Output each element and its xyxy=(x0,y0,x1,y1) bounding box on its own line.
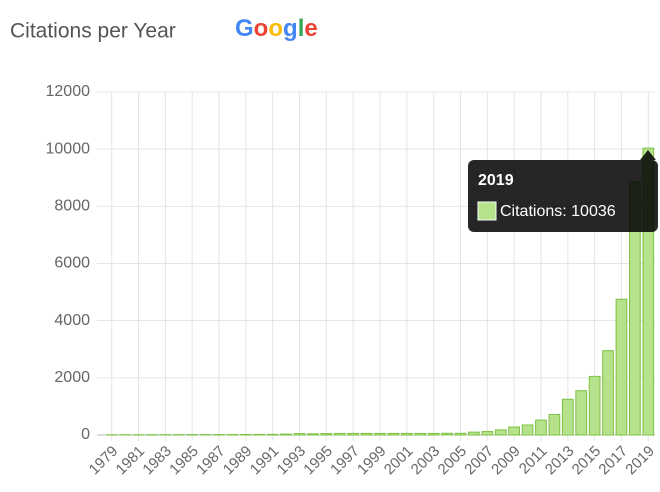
bar xyxy=(535,419,547,436)
bar xyxy=(307,433,319,436)
bar xyxy=(414,432,427,436)
x-tick-label: 2007 xyxy=(461,443,497,479)
x-tick-label: 1999 xyxy=(354,443,390,479)
chart-title: Citations per Year xyxy=(10,20,176,43)
bar xyxy=(602,350,614,436)
x-tick-label: 1985 xyxy=(166,443,202,479)
bar xyxy=(293,433,306,436)
y-tick-label: 6000 xyxy=(54,255,90,272)
x-tick-label: 1981 xyxy=(113,443,149,479)
x-tick-label: 2005 xyxy=(435,443,471,479)
bar xyxy=(561,398,574,436)
bar xyxy=(468,431,480,436)
bar xyxy=(642,147,655,436)
bar xyxy=(521,424,534,436)
tooltip-box xyxy=(468,160,658,232)
bar xyxy=(454,432,467,436)
x-tick-label: 1979 xyxy=(86,443,122,479)
x-tick-label: 2003 xyxy=(408,443,444,479)
x-tick-label: 1991 xyxy=(247,443,283,479)
bar xyxy=(615,298,628,436)
bar xyxy=(333,432,346,436)
bar xyxy=(548,413,561,436)
y-tick-label: 0 xyxy=(81,426,90,443)
x-tick-label: 2015 xyxy=(569,443,605,479)
bar xyxy=(239,433,252,436)
x-tick-label: 2019 xyxy=(622,443,658,479)
x-tick-label: 1983 xyxy=(139,443,175,479)
y-tick-label: 4000 xyxy=(54,312,90,329)
bar xyxy=(400,432,413,436)
y-tick-label: 8000 xyxy=(54,198,90,215)
x-tick-label: 2017 xyxy=(595,443,631,479)
x-tick-label: 2001 xyxy=(381,443,417,479)
bar xyxy=(360,432,373,436)
tooltip: 2019 Citations: 10036 xyxy=(468,150,658,232)
bar xyxy=(441,432,453,436)
bar xyxy=(280,433,292,436)
tooltip-caret xyxy=(640,150,656,160)
x-tick-label: 2011 xyxy=(516,443,551,478)
bar xyxy=(387,432,400,436)
tooltip-label: Citations: 10036 xyxy=(500,203,616,220)
x-tick-label: 2013 xyxy=(542,443,578,479)
y-tick-label: 2000 xyxy=(54,369,90,386)
bar xyxy=(320,433,333,436)
bar xyxy=(347,432,360,436)
logo: Google xyxy=(235,15,318,42)
x-tick-label: 1989 xyxy=(220,443,256,479)
x-tick-label: 1997 xyxy=(327,443,363,479)
bar xyxy=(266,433,279,436)
x-tick-label: 1987 xyxy=(193,443,229,479)
x-tick-label: 2009 xyxy=(488,443,524,479)
tooltip-title: 2019 xyxy=(478,172,514,189)
bar xyxy=(481,431,494,436)
x-tick-label: 1993 xyxy=(274,443,310,479)
bar xyxy=(588,375,601,436)
bar xyxy=(253,433,266,436)
bar xyxy=(508,426,521,436)
bar xyxy=(427,432,440,436)
bar xyxy=(494,429,507,436)
x-tick-label: 1995 xyxy=(300,443,336,479)
tooltip-swatch xyxy=(477,201,497,221)
bar xyxy=(575,390,588,436)
y-tick-label: 10000 xyxy=(46,140,91,157)
y-tick-label: 12000 xyxy=(46,83,91,100)
bar xyxy=(374,432,386,436)
